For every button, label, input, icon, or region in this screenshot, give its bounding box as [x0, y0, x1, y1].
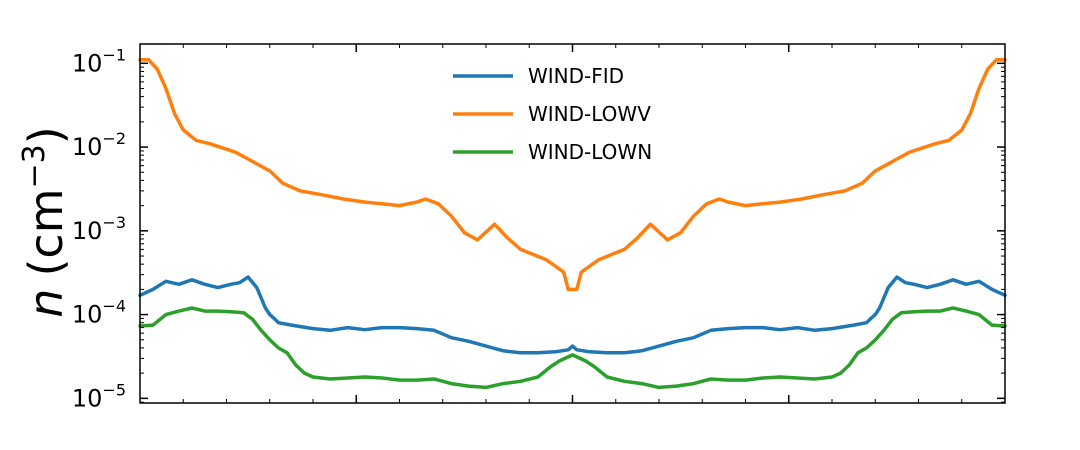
y-axis-label-variable: n: [19, 289, 73, 318]
series-line-wind-lowv: [138, 58, 1007, 292]
y-tick-label: 10−4: [72, 297, 126, 329]
series-line-wind-lown: [138, 306, 1007, 390]
y-tick-label: 10−2: [72, 129, 126, 161]
y-axis-label-close: ): [19, 126, 73, 144]
legend-entry-wind-lown: WIND-LOWN: [453, 140, 652, 164]
y-axis-label: n (cm−3): [17, 126, 73, 317]
legend: WIND-FID WIND-LOWV WIND-LOWN: [453, 64, 652, 164]
legend-entry-wind-fid: WIND-FID: [453, 64, 624, 88]
y-axis-label-unit: (cm: [19, 188, 73, 276]
legend-label-wind-fid: WIND-FID: [528, 64, 624, 88]
series-line-wind-fid: [138, 275, 1007, 355]
y-tick-label: 10−3: [72, 213, 126, 245]
legend-label-wind-lown: WIND-LOWN: [528, 140, 652, 164]
plot-frame: [139, 43, 1006, 404]
legend-label-wind-lowv: WIND-LOWV: [528, 102, 651, 126]
y-tick-label: 10−5: [72, 380, 126, 412]
plot-lines: [138, 58, 1007, 390]
legend-entry-wind-lowv: WIND-LOWV: [453, 102, 651, 126]
y-axis-label-exponent: −3: [17, 144, 52, 188]
y-axis: 10−5 10−4 10−3 10−2 10−1: [72, 45, 1005, 412]
y-tick-label: 10−1: [72, 45, 126, 77]
x-axis: [182, 44, 963, 403]
